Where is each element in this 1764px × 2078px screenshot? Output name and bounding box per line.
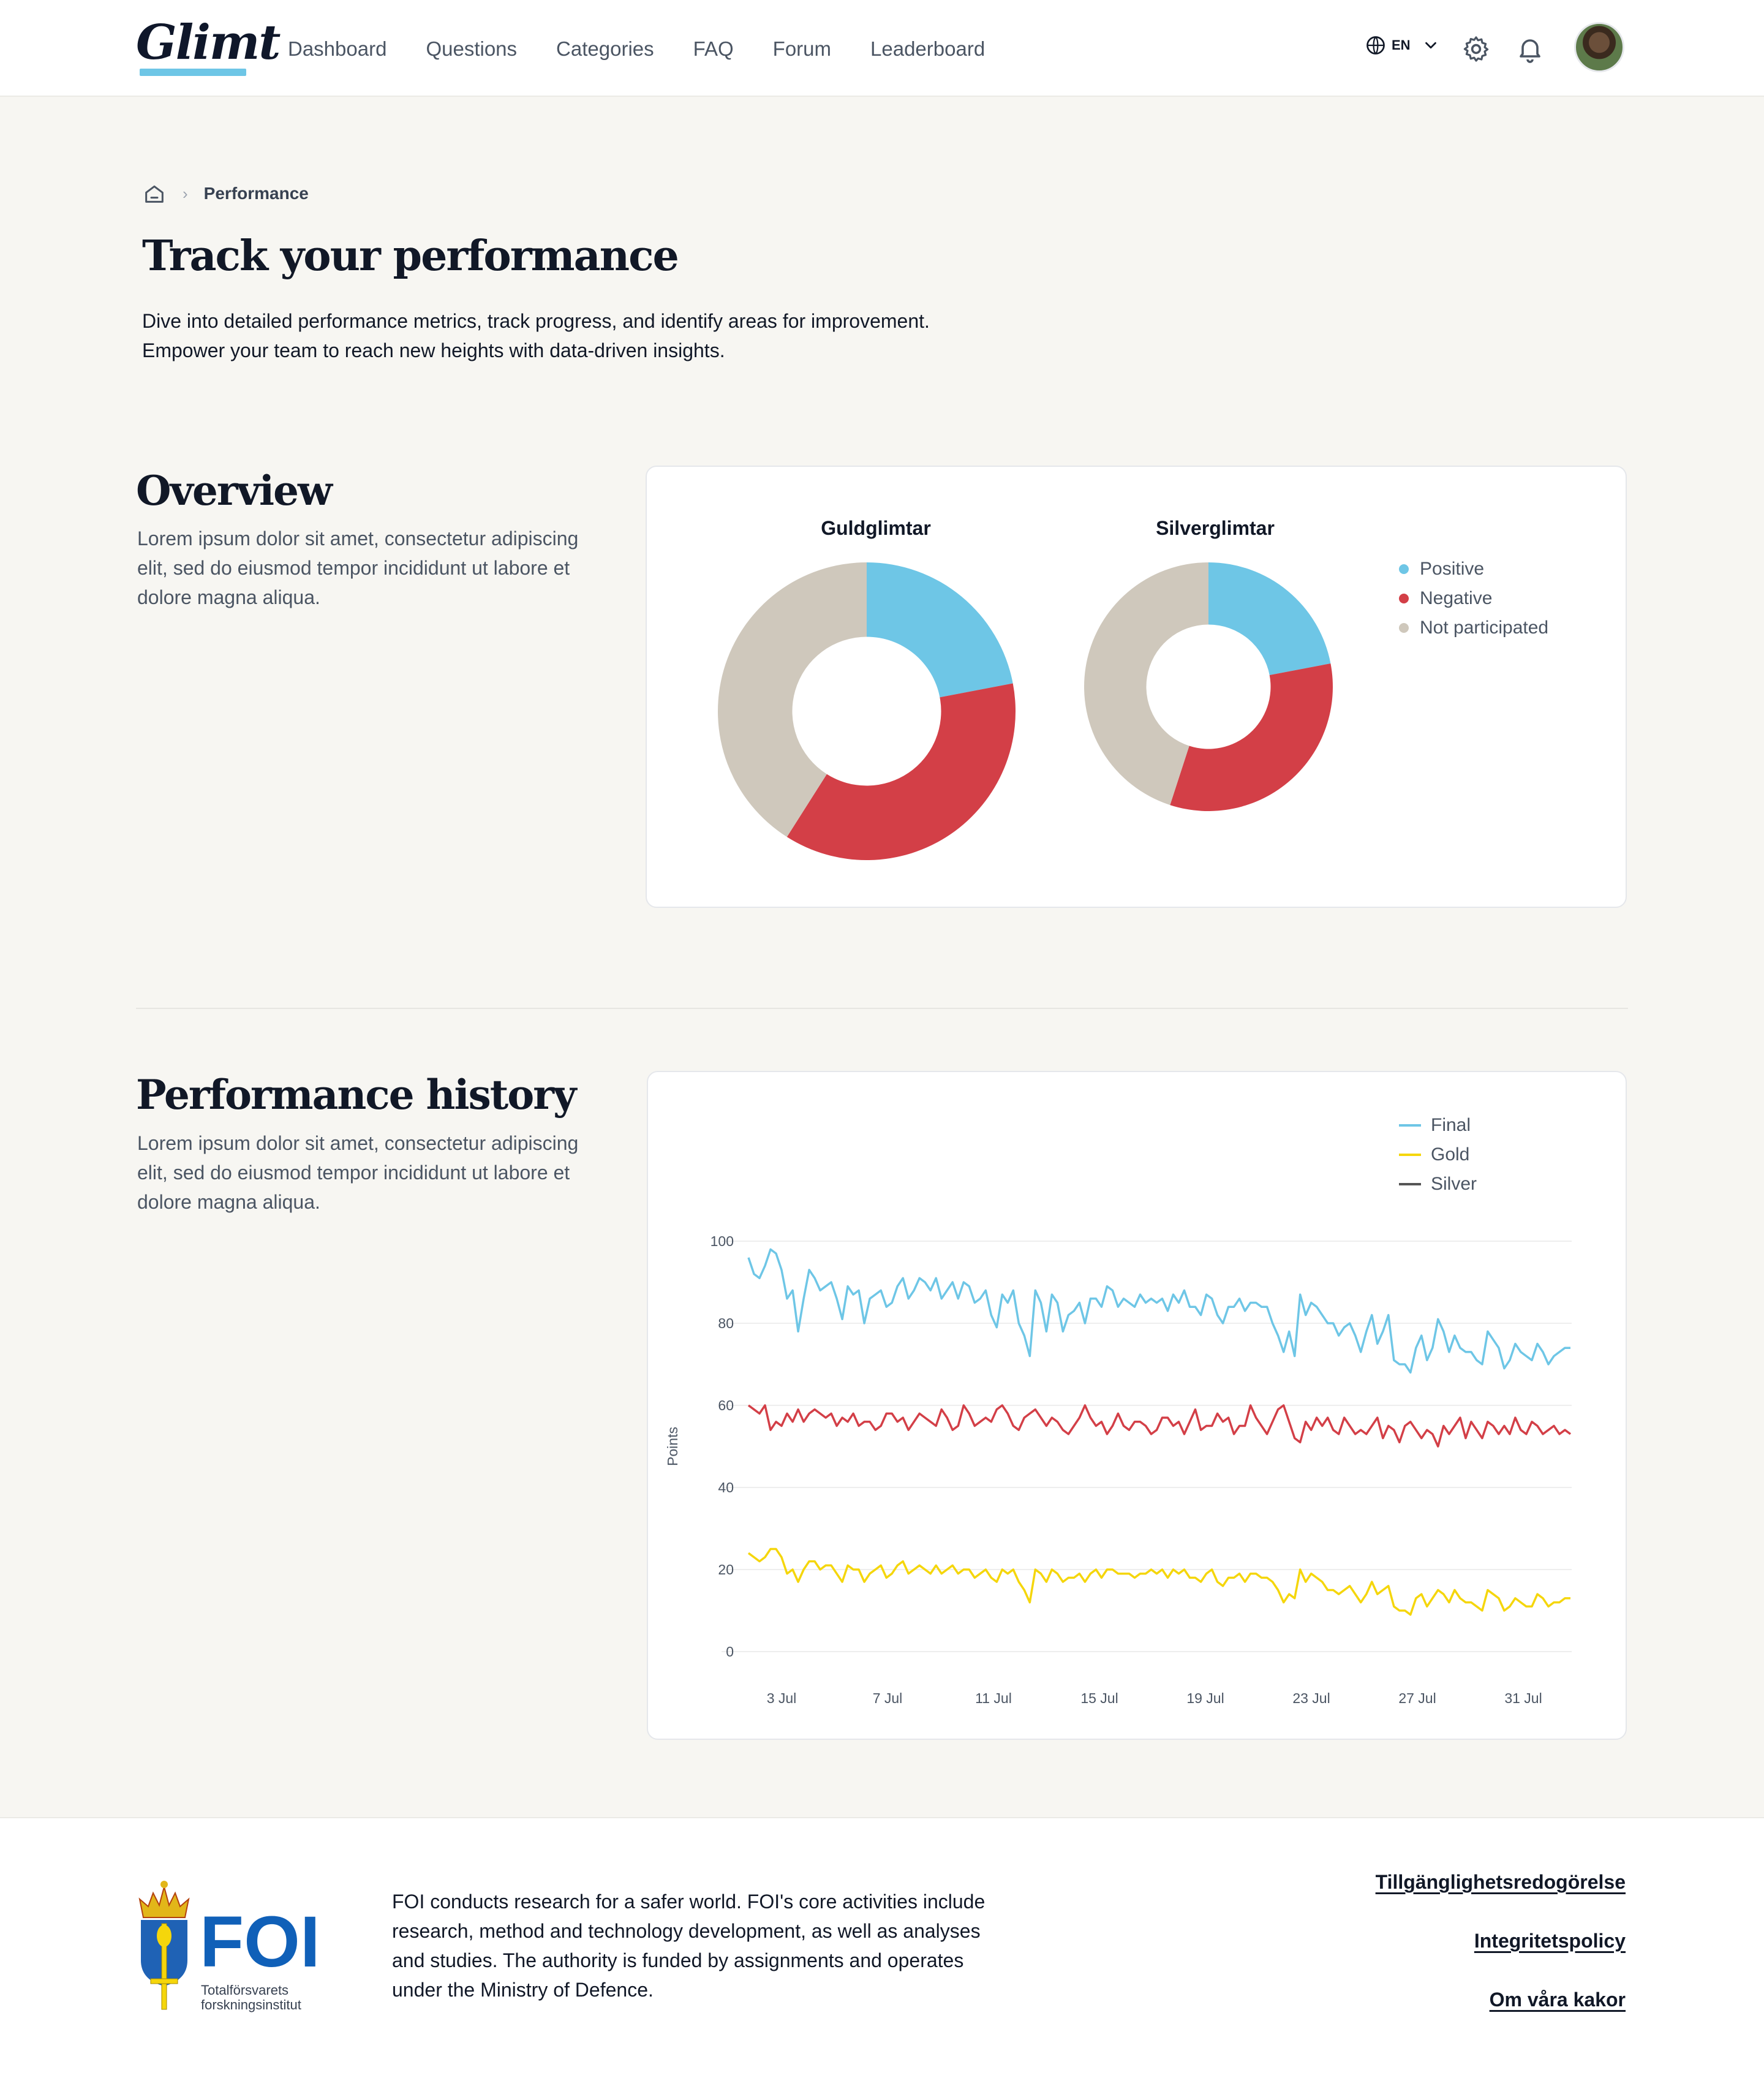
legend-dot-not-participated — [1399, 623, 1409, 633]
nav-dashboard[interactable]: Dashboard — [288, 37, 387, 60]
overview-title: Overview — [136, 467, 333, 515]
page-description: Dive into detailed performance metrics, … — [142, 310, 930, 361]
main-nav: Dashboard Questions Categories FAQ Forum… — [288, 34, 1024, 64]
x-tick-label: 27 Jul — [1398, 1690, 1436, 1706]
foi-logo[interactable]: FOI Totalförsvarets forskningsinstitut — [136, 1875, 332, 2016]
glimt-logo[interactable]: Glimt — [136, 15, 281, 70]
y-tick-label: 40 — [718, 1479, 734, 1495]
section-divider — [136, 1008, 1628, 1009]
nav-questions[interactable]: Questions — [426, 37, 518, 60]
x-tick-label: 15 Jul — [1080, 1690, 1118, 1706]
history-title: Performance history — [136, 1071, 576, 1119]
footer-link-cookies[interactable]: Om våra kakor — [1489, 1989, 1626, 2011]
donut-slice-not-participated — [718, 562, 867, 837]
donut-chart-gold — [718, 562, 1016, 860]
footer-link-accessibility[interactable]: Tillgänglighetsredogörelse — [1375, 1871, 1626, 1893]
legend-negative: Negative — [1399, 588, 1492, 609]
legend-dot-negative — [1399, 594, 1409, 603]
foi-logo-subtitle: Totalförsvarets forskningsinstitut — [201, 1982, 301, 2012]
legend-gold: Gold — [1399, 1144, 1469, 1165]
legend-dot-positive — [1399, 564, 1409, 574]
overview-card: Guldglimtar Silverglimtar Positive Negat… — [646, 466, 1627, 908]
foi-logo-text: FOI — [200, 1902, 320, 1982]
legend-final: Final — [1399, 1115, 1471, 1136]
y-tick-label: 100 — [710, 1233, 734, 1249]
legend-label: Silver — [1431, 1174, 1477, 1194]
legend-line-silver — [1399, 1183, 1421, 1185]
avatar[interactable] — [1574, 22, 1624, 72]
donut-title-gold: Guldglimtar — [821, 517, 931, 539]
donut-slice-not-participated — [1084, 562, 1208, 806]
x-tick-label: 23 Jul — [1292, 1690, 1330, 1706]
series-line-silver — [747, 1404, 1572, 1448]
donut-title-silver: Silverglimtar — [1156, 517, 1275, 539]
breadcrumb-current: Performance — [203, 184, 309, 203]
page-title: Track your performance — [142, 232, 679, 281]
x-tick-label: 7 Jul — [873, 1690, 903, 1706]
legend-label: Final — [1431, 1115, 1471, 1135]
x-tick-label: 19 Jul — [1186, 1690, 1224, 1706]
overview-description: Lorem ipsum dolor sit amet, consectetur … — [137, 527, 579, 608]
language-code: EN — [1392, 37, 1411, 53]
donut-slice-negative — [786, 683, 1016, 860]
legend-positive: Positive — [1399, 559, 1484, 580]
history-card: Final Gold Silver 0 20 40 60 80 100 Points 3 Ju… — [647, 1071, 1627, 1740]
y-axis-label: Points — [665, 1427, 680, 1466]
nav-faq[interactable]: FAQ — [693, 37, 734, 60]
legend-line-final — [1399, 1124, 1421, 1127]
y-tick-label: 0 — [726, 1644, 734, 1660]
legend-label: Positive — [1420, 559, 1485, 579]
history-description: Lorem ipsum dolor sit amet, consectetur … — [137, 1132, 579, 1213]
legend-label: Not participated — [1420, 618, 1549, 638]
legend-not-participated: Not participated — [1399, 618, 1548, 638]
legend-silver: Silver — [1399, 1174, 1477, 1195]
gear-icon[interactable] — [1461, 34, 1491, 64]
series-line-final — [747, 1248, 1570, 1374]
home-icon[interactable] — [142, 181, 167, 206]
legend-line-gold — [1399, 1154, 1421, 1156]
bell-icon[interactable] — [1515, 34, 1545, 64]
logo-underline — [140, 69, 246, 76]
breadcrumb: › Performance — [142, 181, 309, 206]
donut-slice-negative — [1170, 663, 1333, 811]
nav-leaderboard[interactable]: Leaderboard — [870, 37, 986, 60]
globe-icon — [1366, 36, 1385, 55]
x-tick-label: 11 Jul — [975, 1690, 1012, 1706]
top-header: Glimt Dashboard Questions Categories FAQ… — [0, 0, 1764, 97]
footer-link-privacy[interactable]: Integritetspolicy — [1474, 1930, 1626, 1952]
y-tick-label: 60 — [718, 1397, 734, 1413]
nav-categories[interactable]: Categories — [556, 37, 654, 60]
legend-label: Gold — [1431, 1144, 1470, 1165]
series-line-gold — [747, 1547, 1570, 1616]
y-tick-label: 20 — [718, 1562, 734, 1577]
performance-line-chart: 0 20 40 60 80 100 Points 3 Jul 7 Jul 11 Jul 15 Jul… — [665, 1233, 1572, 1706]
chevron-down-icon — [1425, 42, 1436, 49]
footer — [0, 1817, 1764, 2078]
x-tick-label: 3 Jul — [767, 1690, 797, 1706]
donut-slice-positive — [1208, 562, 1331, 675]
y-tick-label: 80 — [718, 1315, 734, 1331]
breadcrumb-chevron-icon: › — [183, 184, 188, 203]
x-tick-label: 31 Jul — [1504, 1690, 1542, 1706]
legend-label: Negative — [1420, 588, 1493, 608]
donut-chart-silver — [1084, 562, 1333, 811]
nav-forum[interactable]: Forum — [772, 37, 832, 60]
donut-slice-positive — [867, 562, 1013, 698]
language-selector[interactable]: EN — [1365, 34, 1440, 56]
footer-description: FOI conducts research for a safer world.… — [392, 1891, 986, 2001]
